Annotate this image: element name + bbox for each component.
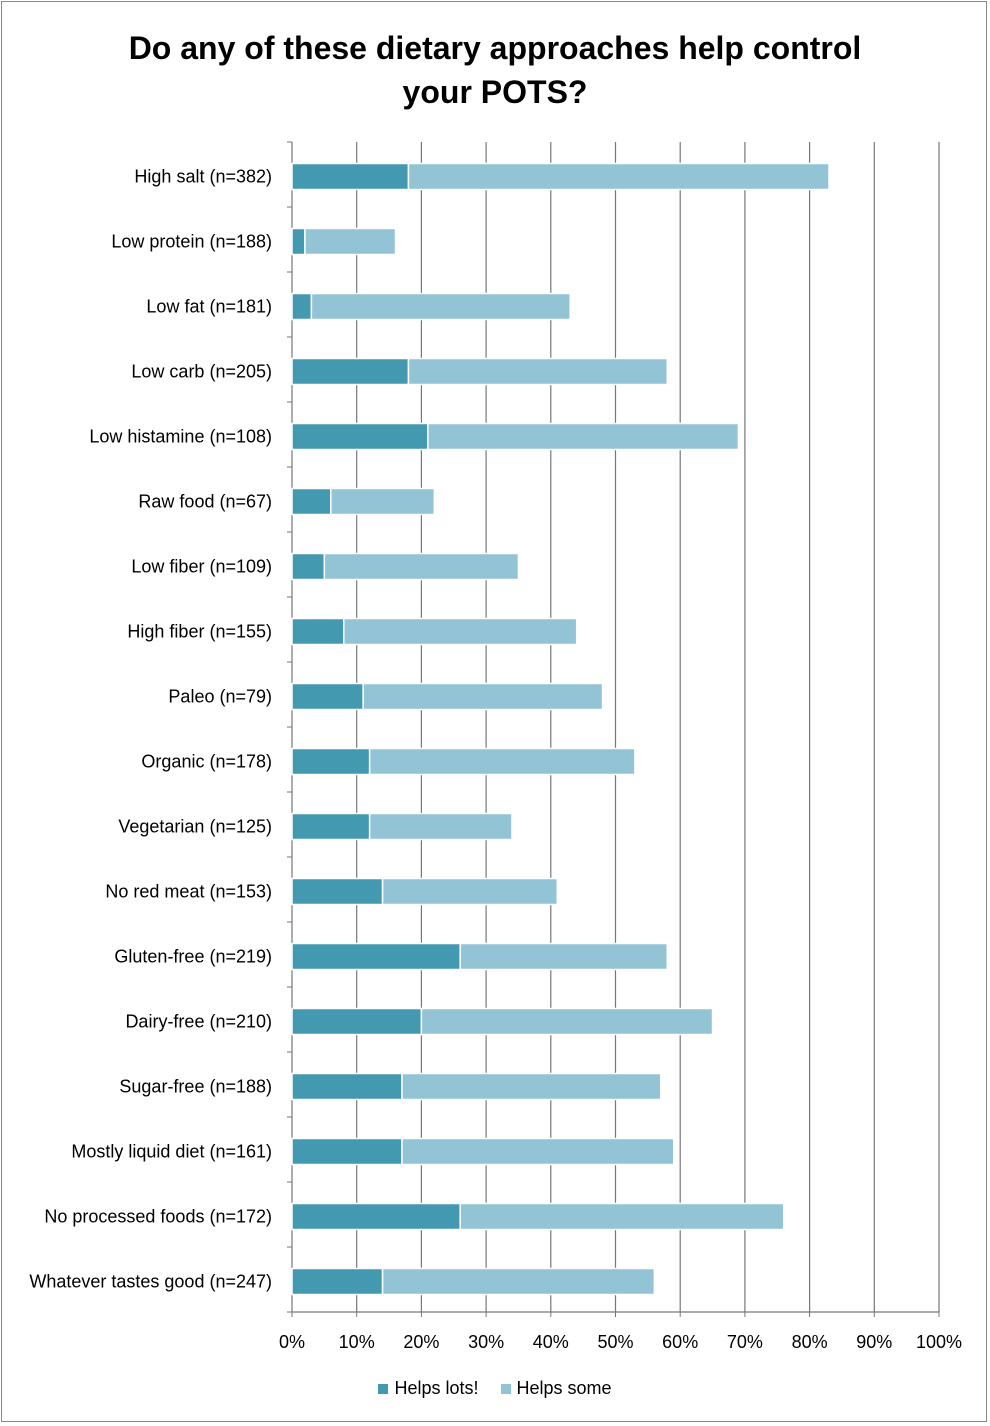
bar-helps-some bbox=[427, 422, 740, 451]
x-tick-label: 0% bbox=[279, 1332, 305, 1352]
category-label: High salt (n=382) bbox=[134, 167, 272, 187]
chart-title-line-2: your POTS? bbox=[402, 74, 588, 110]
chart-title: Do any of these dietary approaches help … bbox=[0, 26, 990, 114]
x-tick-label: 80% bbox=[792, 1332, 828, 1352]
x-tick-label: 90% bbox=[856, 1332, 892, 1352]
bar-helps-some bbox=[401, 1137, 675, 1166]
bar-helps-some bbox=[401, 1072, 662, 1101]
bar-helps-lots bbox=[291, 162, 410, 191]
bar-helps-some bbox=[407, 162, 830, 191]
bar-helps-lots bbox=[291, 552, 326, 581]
legend-item-helps-lots: Helps lots! bbox=[378, 1378, 479, 1399]
bar-helps-lots bbox=[291, 747, 371, 776]
bar-helps-some bbox=[459, 1202, 785, 1231]
category-label: No processed foods (n=172) bbox=[44, 1207, 272, 1227]
bar-helps-some bbox=[304, 227, 397, 256]
bar-helps-lots bbox=[291, 617, 345, 646]
bar-helps-some bbox=[420, 1007, 714, 1036]
legend-label: Helps lots! bbox=[394, 1378, 479, 1398]
x-tick-label: 10% bbox=[339, 1332, 375, 1352]
category-label: Low fat (n=181) bbox=[146, 297, 272, 317]
bar-helps-some bbox=[323, 552, 520, 581]
category-label: Organic (n=178) bbox=[141, 752, 272, 772]
category-label: Mostly liquid diet (n=161) bbox=[71, 1142, 272, 1162]
legend-swatch bbox=[500, 1383, 511, 1394]
bar-helps-lots bbox=[291, 1202, 461, 1231]
category-label: Low fiber (n=109) bbox=[131, 557, 272, 577]
x-tick-label: 30% bbox=[468, 1332, 504, 1352]
legend-label: Helps some bbox=[516, 1378, 612, 1398]
bar-helps-lots bbox=[291, 1267, 384, 1296]
bar-helps-lots bbox=[291, 942, 461, 971]
x-tick-label: 40% bbox=[533, 1332, 569, 1352]
category-label: Dairy-free (n=210) bbox=[125, 1012, 272, 1032]
bar-helps-some bbox=[381, 1267, 656, 1296]
bar-helps-lots bbox=[291, 877, 384, 906]
bar-helps-lots bbox=[291, 292, 313, 321]
category-label: Low histamine (n=108) bbox=[89, 427, 272, 447]
legend-item-helps-some: Helps some bbox=[500, 1378, 612, 1399]
bar-helps-lots bbox=[291, 1007, 423, 1036]
category-label: Low carb (n=205) bbox=[131, 362, 272, 382]
x-tick-label: 100% bbox=[916, 1332, 962, 1352]
bar-helps-lots bbox=[291, 357, 410, 386]
bar-helps-some bbox=[368, 747, 636, 776]
category-label: Gluten-free (n=219) bbox=[114, 947, 272, 967]
category-label: Vegetarian (n=125) bbox=[118, 817, 272, 837]
bar-helps-some bbox=[407, 357, 669, 386]
legend: Helps lots! Helps some bbox=[0, 1378, 990, 1399]
category-label: Low protein (n=188) bbox=[111, 232, 272, 252]
bar-helps-some bbox=[381, 877, 559, 906]
category-label: Raw food (n=67) bbox=[138, 492, 272, 512]
bar-helps-lots bbox=[291, 682, 364, 711]
x-tick-label: 20% bbox=[403, 1332, 439, 1352]
bar-helps-some bbox=[368, 812, 513, 841]
x-tick-label: 50% bbox=[597, 1332, 633, 1352]
bar-helps-some bbox=[310, 292, 571, 321]
bar-helps-lots bbox=[291, 1072, 403, 1101]
bar-helps-lots bbox=[291, 227, 306, 256]
x-tick-label: 70% bbox=[727, 1332, 763, 1352]
legend-swatch bbox=[378, 1383, 389, 1394]
bar-helps-lots bbox=[291, 1137, 403, 1166]
bar-helps-lots bbox=[291, 487, 332, 516]
bar-helps-some bbox=[330, 487, 436, 516]
category-label: No red meat (n=153) bbox=[105, 882, 272, 902]
category-label: Whatever tastes good (n=247) bbox=[29, 1272, 272, 1292]
category-label: High fiber (n=155) bbox=[127, 622, 272, 642]
x-tick-label: 60% bbox=[662, 1332, 698, 1352]
chart-title-line-1: Do any of these dietary approaches help … bbox=[128, 30, 862, 66]
bar-helps-some bbox=[343, 617, 578, 646]
bar-helps-lots bbox=[291, 422, 429, 451]
bar-helps-lots bbox=[291, 812, 371, 841]
bar-helps-some bbox=[362, 682, 604, 711]
category-label: Sugar-free (n=188) bbox=[119, 1077, 272, 1097]
category-label: Paleo (n=79) bbox=[168, 687, 272, 707]
bar-helps-some bbox=[459, 942, 669, 971]
